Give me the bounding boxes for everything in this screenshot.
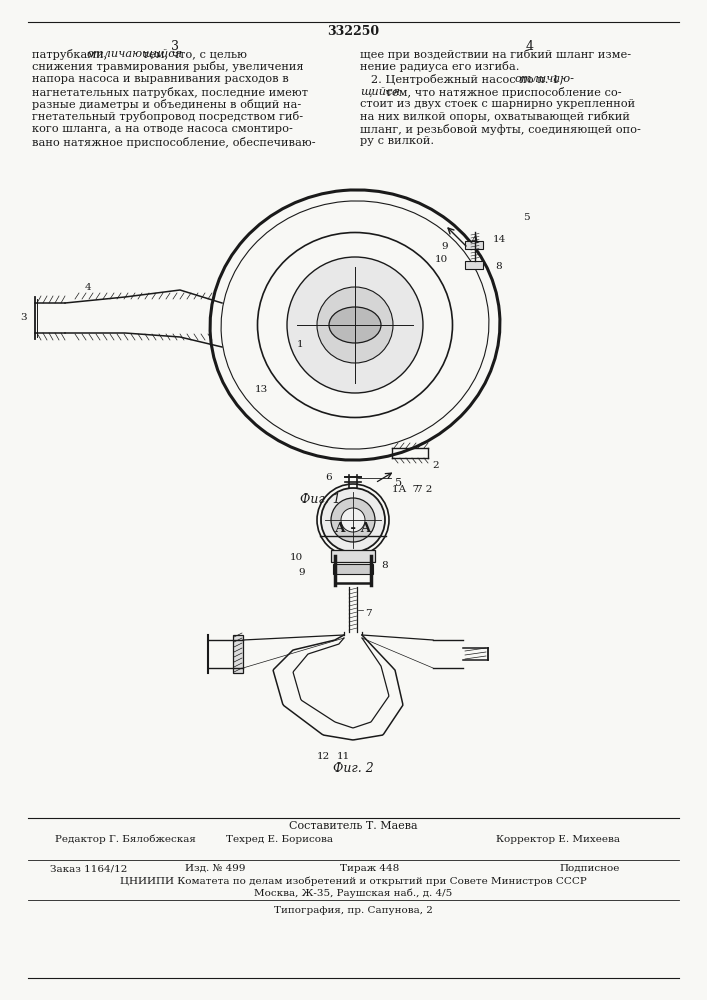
Text: тем, что натяжное приспособление со-: тем, что натяжное приспособление со- xyxy=(382,87,621,98)
Text: кого шланга, а на отводе насоса смонтиро-: кого шланга, а на отводе насоса смонтиро… xyxy=(32,124,293,134)
Text: патрубками,: патрубками, xyxy=(32,49,111,60)
Text: снижения травмирования рыбы, увеличения: снижения травмирования рыбы, увеличения xyxy=(32,62,303,73)
Text: щее при воздействии на гибкий шланг изме-: щее при воздействии на гибкий шланг изме… xyxy=(360,49,631,60)
Text: 14: 14 xyxy=(493,235,506,244)
Text: Корректор Е. Михеева: Корректор Е. Михеева xyxy=(496,835,620,844)
Text: 3: 3 xyxy=(20,313,27,322)
FancyBboxPatch shape xyxy=(233,635,243,673)
Text: 8: 8 xyxy=(495,262,502,271)
Text: нагнетательных патрубках, последние имеют: нагнетательных патрубках, последние имею… xyxy=(32,87,308,98)
Text: 12: 12 xyxy=(316,752,329,761)
Circle shape xyxy=(321,488,385,552)
Circle shape xyxy=(331,498,375,542)
Text: напора насоса и выравнивания расходов в: напора насоса и выравнивания расходов в xyxy=(32,74,288,84)
Text: 13: 13 xyxy=(255,385,268,394)
Text: Фиг. 2: Фиг. 2 xyxy=(332,762,373,775)
Text: ЦНИИПИ Коматета по делам изобретений и открытий при Совете Министров СССР: ЦНИИПИ Коматета по делам изобретений и о… xyxy=(119,876,586,886)
FancyBboxPatch shape xyxy=(465,261,483,269)
Text: на них вилкой опоры, охватывающей гибкий: на них вилкой опоры, охватывающей гибкий xyxy=(360,111,630,122)
Text: 1: 1 xyxy=(297,340,303,349)
Text: 7: 7 xyxy=(365,609,372,618)
Text: 1A  7  2: 1A 7 2 xyxy=(392,485,433,494)
Ellipse shape xyxy=(329,307,381,343)
Circle shape xyxy=(341,508,365,532)
Text: щийся: щийся xyxy=(360,87,400,97)
Text: 332250: 332250 xyxy=(327,25,379,38)
Text: гнетательный трубопровод посредством гиб-: гнетательный трубопровод посредством гиб… xyxy=(32,111,303,122)
Text: Составитель Т. Маева: Составитель Т. Маева xyxy=(288,821,417,831)
Text: 10: 10 xyxy=(435,255,448,264)
Text: разные диаметры и объединены в общий на-: разные диаметры и объединены в общий на- xyxy=(32,99,301,110)
Text: 5: 5 xyxy=(523,213,530,222)
Circle shape xyxy=(317,287,393,363)
Text: 11: 11 xyxy=(337,752,350,761)
Text: 5: 5 xyxy=(395,478,402,488)
Text: 9: 9 xyxy=(441,242,448,251)
Text: нение радиуса его изгиба.: нение радиуса его изгиба. xyxy=(360,62,520,73)
Text: 4: 4 xyxy=(85,283,92,292)
Text: Техред Е. Борисова: Техред Е. Борисова xyxy=(226,835,334,844)
Text: 2: 2 xyxy=(432,461,438,470)
Text: ру с вилкой.: ру с вилкой. xyxy=(360,136,434,146)
Text: 6: 6 xyxy=(325,473,332,482)
Text: 9: 9 xyxy=(298,568,305,577)
Text: 8: 8 xyxy=(381,561,387,570)
Text: Москва, Ж-35, Раушская наб., д. 4/5: Москва, Ж-35, Раушская наб., д. 4/5 xyxy=(254,888,452,898)
Text: А - А: А - А xyxy=(335,522,371,535)
Text: Фиг. 1: Фиг. 1 xyxy=(300,493,340,506)
Text: тем, что, с целью: тем, что, с целью xyxy=(139,49,247,59)
Text: стоит из двух стоек с шарнирно укрепленной: стоит из двух стоек с шарнирно укрепленн… xyxy=(360,99,635,109)
Text: Изд. № 499: Изд. № 499 xyxy=(185,864,245,873)
Text: Редактор Г. Бялобжеская: Редактор Г. Бялобжеская xyxy=(55,835,196,844)
Text: Типография, пр. Сапунова, 2: Типография, пр. Сапунова, 2 xyxy=(274,906,433,915)
Text: Подписное: Подписное xyxy=(560,864,620,873)
FancyBboxPatch shape xyxy=(333,564,373,574)
Text: Тираж 448: Тираж 448 xyxy=(340,864,399,873)
Text: 7: 7 xyxy=(415,485,421,494)
Text: 10: 10 xyxy=(290,553,303,562)
FancyBboxPatch shape xyxy=(465,241,483,249)
Text: 3: 3 xyxy=(171,40,179,53)
Text: отличаю-: отличаю- xyxy=(515,74,575,84)
Text: вано натяжное приспособление, обеспечиваю-: вано натяжное приспособление, обеспечива… xyxy=(32,136,315,147)
Text: отличающийся: отличающийся xyxy=(86,49,182,59)
Text: Заказ 1164/12: Заказ 1164/12 xyxy=(50,864,127,873)
FancyBboxPatch shape xyxy=(331,550,375,562)
Text: 4: 4 xyxy=(526,40,534,53)
Circle shape xyxy=(287,257,423,393)
Text: шланг, и резьбовой муфты, соединяющей опо-: шланг, и резьбовой муфты, соединяющей оп… xyxy=(360,124,641,135)
Text: 2. Центробежный насос по п. 1,: 2. Центробежный насос по п. 1, xyxy=(360,74,566,85)
Text: A: A xyxy=(471,235,479,245)
